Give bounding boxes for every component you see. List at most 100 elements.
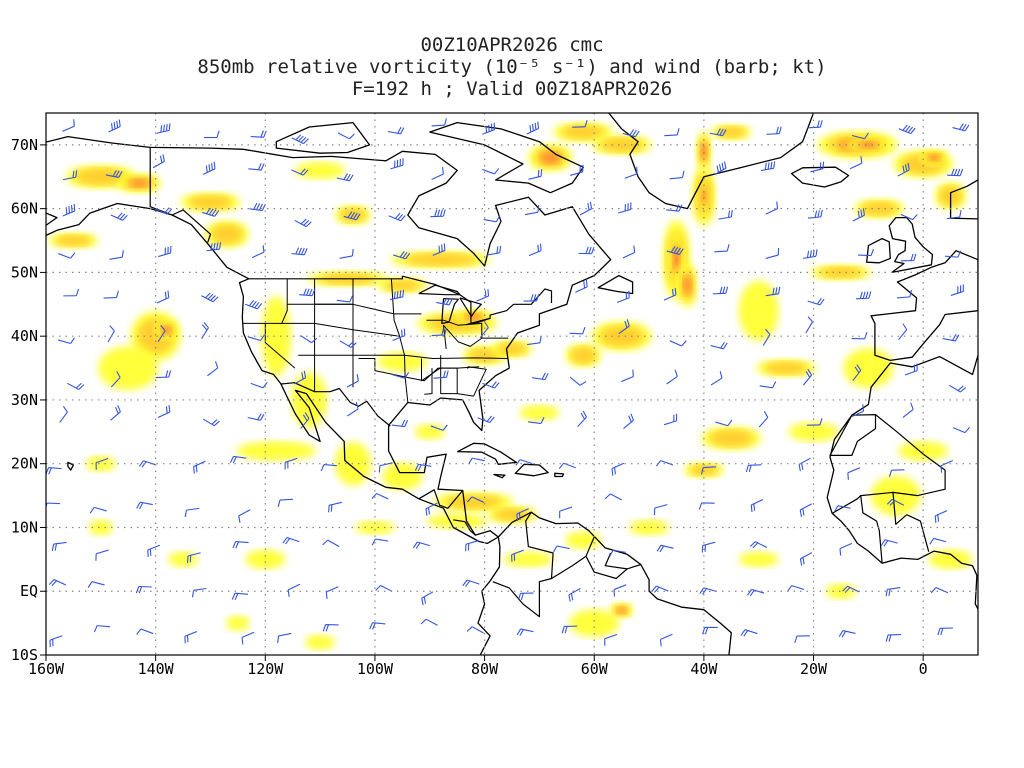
wind-barb [838,630,856,638]
wind-barb-feather [588,246,592,254]
wind-barb [570,164,584,176]
wind-barb-feather [675,204,680,212]
wind-barb-feather [544,373,549,380]
vorticity-cell [444,494,503,510]
wind-barb-feather [722,342,728,350]
us-state-lines-j [440,355,458,395]
wind-barb-feather [929,538,935,545]
wind-barb-feather [322,539,329,546]
wind-barb-feather [256,203,261,211]
wind-barb [63,288,80,297]
wind-barb [666,204,683,212]
wind-barb-feather [205,292,211,299]
wind-barb-staff [105,174,119,178]
lat-label: 40N [11,327,38,345]
wind-barb [949,384,967,393]
wind-barb-feather [46,502,48,508]
wind-barb-feather [423,596,427,604]
wind-barb-feather [356,373,359,382]
wind-barb-feather [839,548,842,556]
vorticity-cell [569,609,620,638]
wind-barb-feather [902,165,905,173]
wind-barb-staff [47,502,61,505]
vorticity-cell [616,606,627,614]
wind-barb-staff [48,466,62,470]
wind-barb-feather [168,123,171,131]
baffin-island-coast [429,121,584,194]
wind-barb-feather [530,294,534,302]
wind-barb [624,166,638,179]
vorticity-cell [468,348,501,363]
wind-barb-feather [676,247,681,255]
wind-barb-staff [855,297,869,300]
wind-barb [325,586,339,600]
wind-barb-feather [208,164,211,172]
wind-barb-feather [417,464,422,472]
wind-barb [67,382,85,390]
wind-barb-feather [193,466,195,474]
wind-barb-feather [444,328,447,336]
wind-barb-feather [303,220,310,226]
south-america-borders-c [551,555,587,580]
vorticity-cell [843,348,894,389]
wind-barb-staff [663,294,677,301]
wind-barb [320,464,337,472]
wind-barb-feather [141,461,147,468]
wind-barb [431,118,447,127]
wind-barb-staff [940,459,954,467]
wind-barb-feather [801,462,804,470]
wind-barb-feather [165,406,168,414]
wind-barb-staff [750,499,764,506]
alaska-canada-border [149,147,212,243]
vorticity-cell [245,549,286,570]
wind-barb-staff [949,384,961,393]
wind-barb-feather [799,558,803,566]
wind-barb [108,119,121,133]
wind-barb [202,418,220,427]
wind-barb-feather [72,170,75,178]
us-mexico-border [281,382,391,427]
wind-barb-feather [439,209,443,217]
wind-barb-feather [857,210,860,218]
wind-barb [241,631,255,645]
wind-barb-feather [442,424,448,431]
wind-barb-feather [442,209,446,217]
wind-barb-feather [116,120,119,128]
wind-barb-feather [772,381,777,389]
wind-barb-staff [372,622,386,625]
wind-barb-feather [355,213,361,221]
wind-barb-feather [75,288,80,296]
wind-barb [103,290,119,299]
wind-barb [710,371,723,386]
wind-barb-staff [291,137,304,145]
wind-barb-staff [556,545,570,550]
wind-barb-feather [727,419,733,427]
wind-barb-staff [91,581,105,586]
wind-barb-staff [800,552,813,560]
lon-label: 120W [247,660,284,678]
south-america-borders-b [585,536,641,580]
us-state-lines-l [421,358,441,382]
wind-barb-feather [584,119,588,127]
wind-barb [511,549,524,562]
wind-barb-feather [819,418,823,426]
wind-barb-feather [868,291,872,299]
wind-barb-feather [716,165,719,173]
wind-barb [322,624,339,632]
wind-barb [664,128,680,137]
wind-barb-feather [930,587,937,594]
wind-barb-feather [633,245,636,253]
wind-barb [885,633,902,642]
wind-barb [110,405,121,421]
wind-barb [201,292,219,303]
wind-barb-feather [116,290,119,298]
longitude-labels: 160W 140W 120W 100W 80W 60W 40W 20W 0 [28,655,928,678]
africa-borders-d [892,492,908,525]
wind-barb [940,459,954,473]
wind-barb [897,162,910,177]
wind-barb-staff [799,503,812,511]
wind-barb-staff [152,160,165,169]
wind-barb-feather [277,499,281,507]
wind-barb-feather [160,125,163,133]
